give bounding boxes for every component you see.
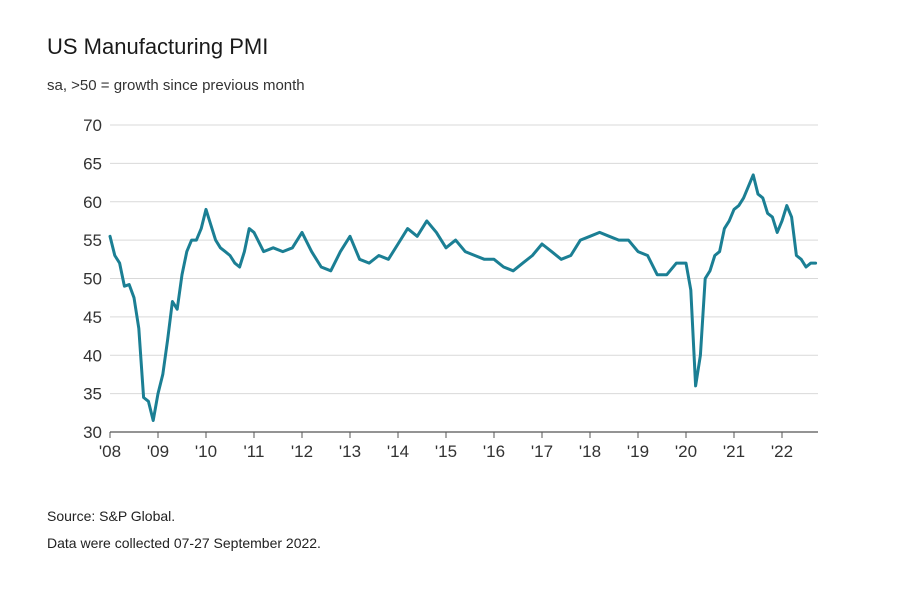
chart-subtitle: sa, >50 = growth since previous month	[47, 77, 305, 94]
collection-note: Data were collected 07-27 September 2022…	[47, 535, 321, 551]
y-tick-label: 60	[83, 193, 102, 212]
x-tick-label: '09	[147, 442, 169, 461]
x-tick-label: '11	[244, 442, 265, 461]
x-tick-label: '21	[723, 442, 745, 461]
x-tick-label: '10	[195, 442, 217, 461]
series-line-0	[108, 173, 818, 422]
x-tick-label: '16	[483, 442, 505, 461]
x-tick-label: '15	[435, 442, 457, 461]
x-axis: '08 '09 '10 '11 '12 '13 '14 '15 '16 '17 '18 '19 '20 '…	[99, 431, 818, 461]
y-tick-label: 45	[83, 308, 102, 327]
y-tick-label: 70	[83, 116, 102, 135]
x-tick-label: '22	[771, 442, 793, 461]
y-tick-label: 35	[83, 385, 102, 404]
x-tick-label: '12	[291, 442, 313, 461]
source-note: Source: S&P Global.	[47, 508, 176, 524]
line-chart: 30 35 40 45 50 55 60 65 70 '08 '09 '10 '11 '12 '13 '14…	[83, 116, 818, 461]
x-tick-label: '08	[99, 442, 121, 461]
y-axis: 30 35 40 45 50 55 60 65 70	[83, 116, 102, 442]
y-tick-label: 30	[83, 423, 102, 442]
chart-title: US Manufacturing PMI	[47, 34, 269, 59]
x-tick-label: '19	[627, 442, 649, 461]
x-tick-label: '18	[579, 442, 601, 461]
x-tick-label: '13	[339, 442, 361, 461]
plot-area	[108, 173, 818, 422]
x-tick-label: '20	[675, 442, 697, 461]
y-tick-label: 55	[83, 231, 102, 250]
grid-lines	[110, 124, 818, 433]
x-tick-label: '17	[531, 442, 553, 461]
y-tick-label: 50	[83, 270, 102, 289]
y-tick-label: 65	[83, 154, 102, 173]
y-tick-label: 40	[83, 346, 102, 365]
x-tick-label: '14	[387, 442, 409, 461]
